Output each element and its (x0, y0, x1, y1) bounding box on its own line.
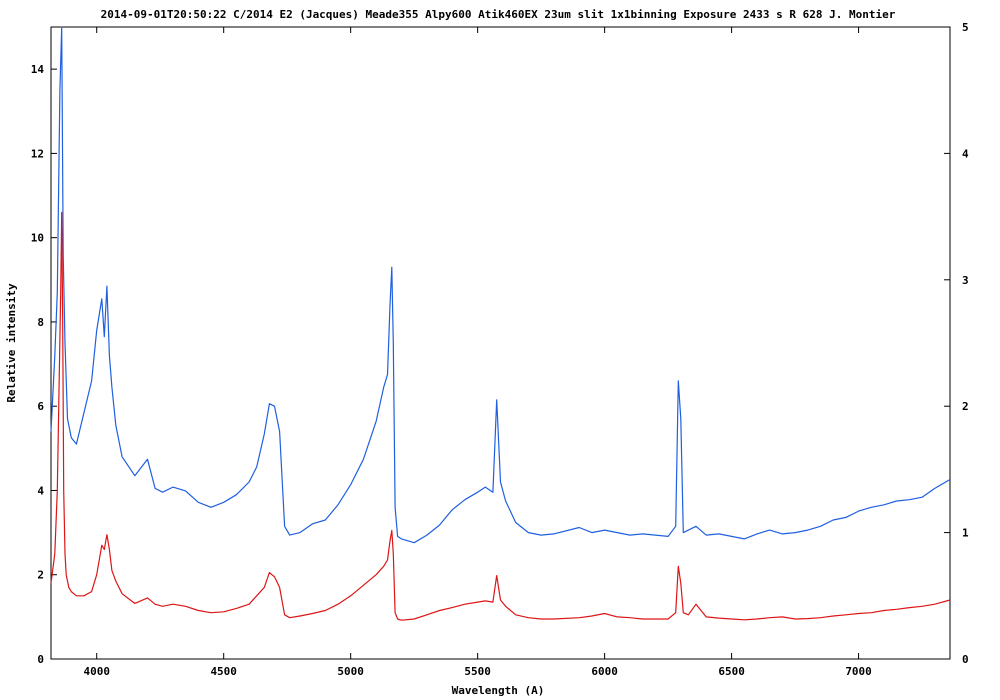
y-axis-label: Relative intensity (5, 283, 18, 403)
x-axis-label: Wavelength (A) (452, 684, 545, 697)
plot-frame (50, 26, 951, 660)
x-tick-label: 4500 (210, 665, 237, 678)
series-line-1 (50, 26, 951, 544)
x-axis-ticks: 4000 4500 5000 5500 6000 6500 7000 (83, 27, 872, 678)
left-axis-ticks: 0 2 4 6 8 10 12 14 (31, 63, 57, 666)
y2-tick-label: 5 (962, 21, 969, 34)
y-tick-label: 8 (37, 316, 44, 329)
y2-tick-label: 4 (962, 147, 969, 160)
y-tick-label: 10 (31, 232, 44, 245)
x-tick-label: 7000 (845, 665, 872, 678)
y-tick-label: 0 (37, 653, 44, 666)
x-tick-label: 4000 (83, 665, 110, 678)
x-tick-label: 6500 (718, 665, 745, 678)
x-tick-label: 5500 (464, 665, 491, 678)
y2-tick-label: 2 (962, 400, 969, 413)
series-layer (50, 26, 951, 621)
right-axis-ticks: 0 1 2 3 4 5 (944, 21, 969, 666)
x-tick-label: 5000 (337, 665, 364, 678)
y-tick-label: 14 (31, 63, 45, 76)
x-tick-label: 6000 (591, 665, 618, 678)
y-tick-label: 4 (37, 484, 44, 497)
y2-tick-label: 0 (962, 653, 969, 666)
series-line-2 (50, 211, 951, 621)
y-tick-label: 2 (37, 569, 44, 582)
y2-tick-label: 3 (962, 274, 969, 287)
y-tick-label: 6 (37, 400, 44, 413)
y2-tick-label: 1 (962, 527, 969, 540)
chart-title: 2014-09-01T20:50:22 C/2014 E2 (Jacques) … (101, 8, 896, 21)
y-tick-label: 12 (31, 147, 44, 160)
